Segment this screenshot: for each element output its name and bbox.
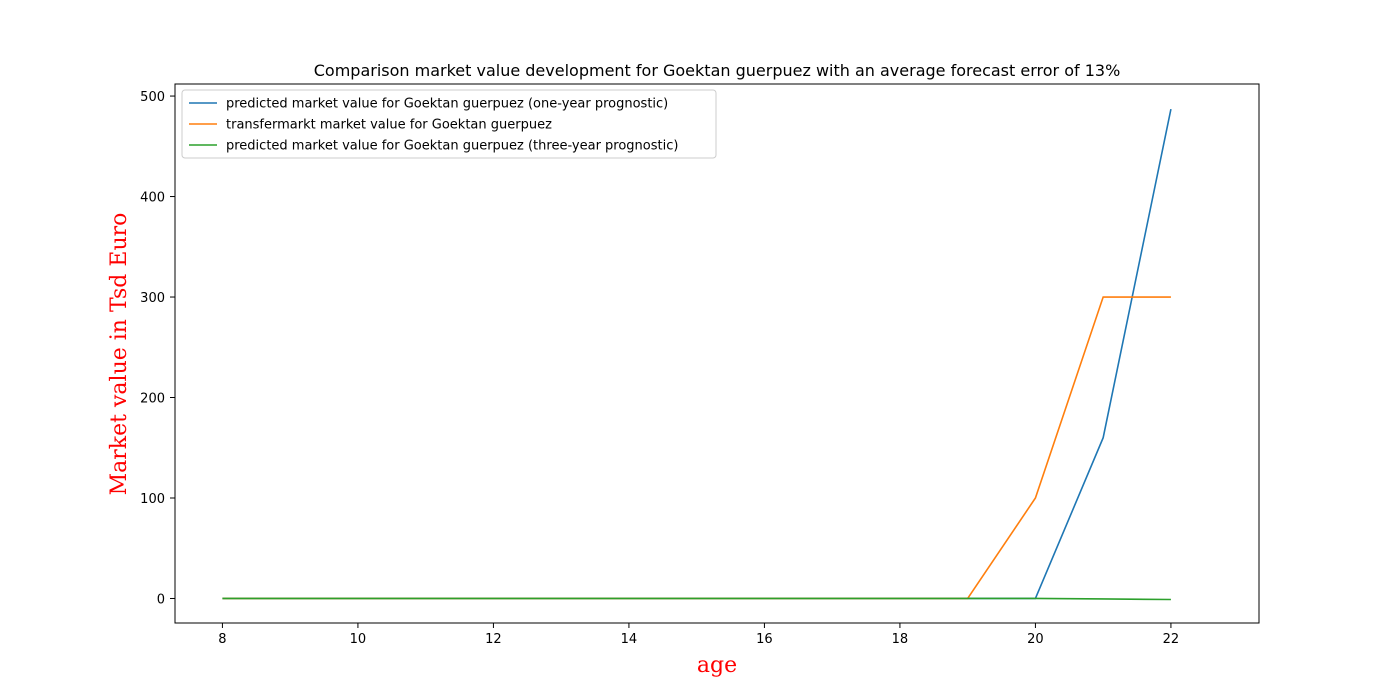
x-tick-label: 22 [1163,632,1180,647]
x-tick-label: 16 [756,632,773,647]
x-axis-label: age [697,653,737,678]
plot-frame [174,83,1260,624]
series-line-3 [222,597,1171,601]
y-tick-label: 300 [140,291,165,306]
x-tick-label: 20 [1027,632,1044,647]
x-axis-ticks: 8 10 12 14 16 18 20 22 [218,623,1179,647]
x-tick-label: 18 [892,632,909,647]
y-tick-label: 0 [157,592,165,607]
x-tick-label: 8 [218,632,226,647]
legend-label-1: predicted market value for Goektan guerp… [226,97,668,112]
x-tick-label: 10 [350,632,367,647]
series-lines [222,108,1172,601]
y-tick-label: 200 [140,392,165,407]
legend: predicted market value for Goektan guerp… [181,89,717,159]
legend-label-3: predicted market value for Goektan guerp… [226,139,678,154]
y-axis-ticks: 0 100 200 300 400 500 [140,90,175,607]
series-line-1 [222,108,1172,600]
x-tick-label: 14 [621,632,638,647]
y-tick-label: 100 [140,492,165,507]
y-axis-label: Market value in Tsd Euro [107,213,132,496]
y-tick-label: 500 [140,90,165,105]
legend-label-2: transfermarkt market value for Goektan g… [226,118,552,133]
y-tick-label: 400 [140,191,165,206]
legend-box [181,89,717,159]
x-tick-label: 12 [485,632,502,647]
series-line-2 [222,296,1171,600]
chart-title: Comparison market value development for … [314,61,1121,80]
